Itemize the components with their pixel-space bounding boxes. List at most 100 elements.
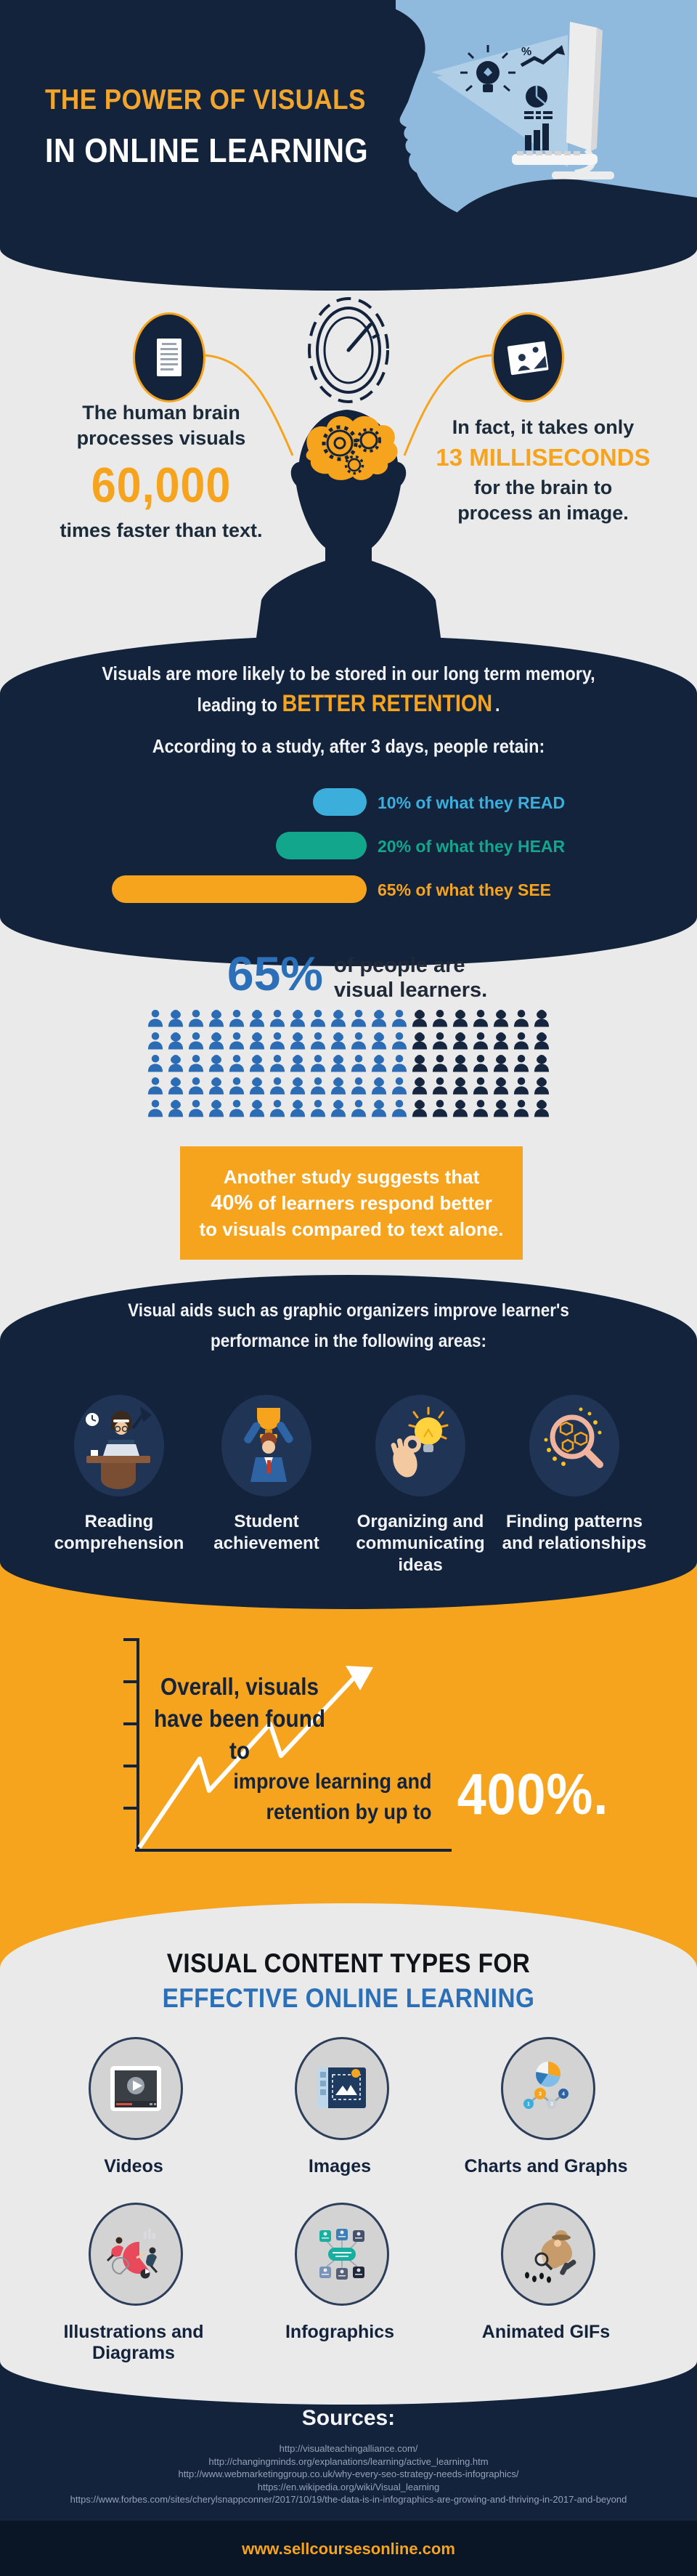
person-icon bbox=[208, 1099, 224, 1117]
person-icon bbox=[290, 1099, 306, 1117]
retention-heading-suffix: . bbox=[495, 694, 500, 716]
svg-text:%: % bbox=[521, 46, 531, 58]
improvement-line4: retention by up to bbox=[266, 1800, 432, 1824]
person-icon bbox=[412, 1009, 428, 1027]
trophy-winner-icon bbox=[244, 1408, 293, 1482]
page-title-line1: THE POWER OF VISUALS bbox=[45, 84, 366, 116]
area-label-patterns-line2: and relationships bbox=[502, 1534, 647, 1553]
magnifier-pattern-icon bbox=[544, 1407, 603, 1468]
person-icon bbox=[208, 1009, 224, 1027]
person-icon bbox=[249, 1077, 265, 1095]
callout-bold-stat: 40% bbox=[211, 1191, 253, 1215]
chart-tick bbox=[123, 1680, 138, 1683]
person-icon bbox=[534, 1077, 550, 1095]
visual-aids-heading-line2: performance in the following areas: bbox=[210, 1331, 487, 1351]
person-icon bbox=[432, 1054, 448, 1072]
person-icon bbox=[229, 1099, 245, 1117]
person-icon bbox=[290, 1077, 306, 1095]
person-icon bbox=[168, 1009, 184, 1027]
person-icon bbox=[168, 1054, 184, 1072]
person-icon bbox=[351, 1009, 367, 1027]
person-icon bbox=[493, 1077, 509, 1095]
body-silhouette bbox=[457, 179, 697, 291]
person-icon bbox=[534, 1099, 550, 1117]
area-label-organizing-line2: communicating ideas bbox=[356, 1534, 485, 1575]
person-icon bbox=[290, 1032, 306, 1050]
pie-chart-icon bbox=[524, 85, 553, 119]
person-icon bbox=[493, 1054, 509, 1072]
person-icon bbox=[249, 1054, 265, 1072]
page-title-line2: IN ONLINE LEARNING bbox=[45, 131, 369, 169]
type-label-infographics: Infographics bbox=[285, 2322, 394, 2342]
person-icon bbox=[513, 1099, 529, 1117]
retention-heading-line2: leading to BETTER RETENTION . bbox=[35, 690, 662, 717]
area-label-organizing-line1: Organizing and bbox=[356, 1512, 484, 1531]
photo-icon bbox=[507, 341, 549, 376]
area-label-reading: Reading comprehension bbox=[36, 1511, 203, 1555]
person-icon bbox=[513, 1054, 529, 1072]
person-icon bbox=[534, 1009, 550, 1027]
person-icon bbox=[188, 1009, 204, 1027]
callout-line1: Another study suggests that bbox=[223, 1166, 480, 1188]
person-icon bbox=[269, 1077, 285, 1095]
person-icon bbox=[208, 1032, 224, 1050]
person-icon bbox=[290, 1054, 306, 1072]
svg-text:1: 1 bbox=[527, 2102, 530, 2107]
source-url: https://www.forbes.com/sites/cherylsnapp… bbox=[70, 2494, 627, 2505]
person-icon bbox=[147, 1077, 163, 1095]
area-label-achievement: Student achievement bbox=[183, 1511, 350, 1555]
retention-bar-hear-label: 20% of what they HEAR bbox=[378, 837, 566, 856]
eye-icon bbox=[423, 70, 443, 81]
person-icon bbox=[351, 1054, 367, 1072]
person-icon bbox=[391, 1054, 407, 1072]
percent-growth-icon: % bbox=[520, 45, 565, 68]
person-icon bbox=[147, 1099, 163, 1117]
right-stat-line1: In fact, it takes only bbox=[452, 416, 635, 438]
person-icon bbox=[432, 1032, 448, 1050]
pictograph-row bbox=[147, 1008, 550, 1028]
person-icon bbox=[534, 1054, 550, 1072]
person-icon bbox=[452, 1009, 468, 1027]
person-icon bbox=[473, 1032, 489, 1050]
person-icon bbox=[249, 1009, 265, 1027]
right-stat-line3: process an image. bbox=[457, 502, 629, 524]
person-icon bbox=[188, 1032, 204, 1050]
visual-learners-desc-line2: visual learners. bbox=[334, 979, 488, 1002]
person-icon bbox=[310, 1099, 326, 1117]
area-circle-achievement bbox=[221, 1395, 311, 1496]
person-icon bbox=[330, 1009, 346, 1027]
chart-tick bbox=[123, 1638, 138, 1641]
person-icon bbox=[493, 1009, 509, 1027]
sight-beam bbox=[430, 35, 568, 167]
person-icon bbox=[249, 1099, 265, 1117]
left-stat-line3: times faster than text. bbox=[60, 519, 263, 541]
person-icon bbox=[269, 1032, 285, 1050]
person-icon bbox=[188, 1099, 204, 1117]
person-icon bbox=[371, 1077, 387, 1095]
person-icon bbox=[391, 1032, 407, 1050]
person-icon bbox=[208, 1054, 224, 1072]
content-types-section bbox=[0, 1903, 697, 2405]
person-icon bbox=[147, 1009, 163, 1027]
left-stat-block: The human brain processes visuals 60,000… bbox=[45, 400, 277, 543]
visual-learners-desc: of people are visual learners. bbox=[334, 953, 487, 1003]
retention-heading-highlight: BETTER RETENTION bbox=[282, 690, 493, 716]
area-label-achievement-line2: achievement bbox=[213, 1534, 319, 1553]
right-stat-block: In fact, it takes only 13 MILLISECONDS f… bbox=[420, 415, 667, 526]
reading-desk-icon bbox=[86, 1406, 152, 1489]
type-circle-illustrations bbox=[89, 2203, 183, 2306]
growth-arrow bbox=[137, 1666, 373, 1849]
improvement-text-bottom: improve learning and retention by up to bbox=[229, 1767, 432, 1828]
person-icon bbox=[330, 1054, 346, 1072]
person-icon bbox=[147, 1054, 163, 1072]
pictograph-row bbox=[147, 1053, 550, 1073]
person-icon bbox=[229, 1054, 245, 1072]
callout-line3: to visuals compared to text alone. bbox=[199, 1218, 504, 1240]
area-label-reading-line1: Reading bbox=[84, 1512, 154, 1531]
person-icon bbox=[208, 1077, 224, 1095]
head-gears-illustration bbox=[256, 410, 441, 643]
retention-bar-read bbox=[313, 788, 367, 816]
retention-heading-line1: Visuals are more likely to be stored in … bbox=[102, 663, 595, 684]
left-stat-number: 60,000 bbox=[91, 458, 232, 513]
area-label-patterns-line1: Finding patterns bbox=[506, 1512, 643, 1531]
